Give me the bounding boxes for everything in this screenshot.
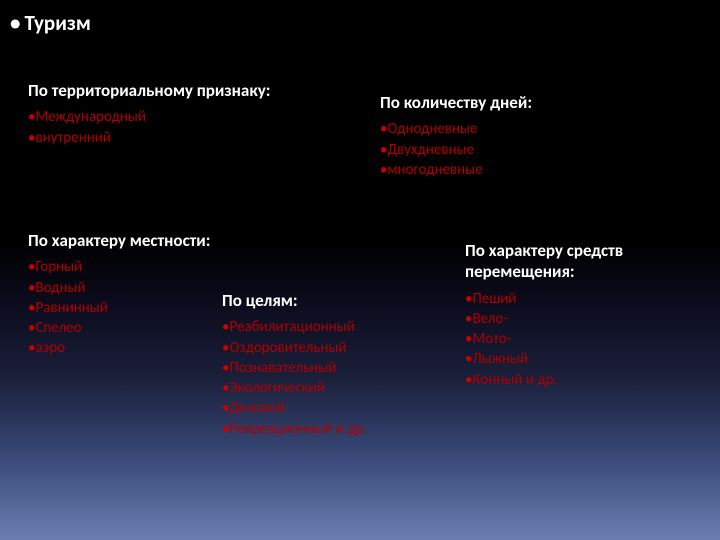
- list-item: •Познавательный: [222, 358, 442, 378]
- list-item: •Экологический: [222, 378, 442, 398]
- item-text: Спелео: [35, 319, 81, 337]
- heading-days: По количеству дней:: [380, 92, 630, 113]
- item-text: Реабилитационный: [229, 318, 354, 336]
- item-text: Деловой: [229, 399, 285, 417]
- list-item: •Вело-: [465, 309, 705, 329]
- list-item: •Конный и др.: [465, 370, 705, 390]
- list-item: •Спелео: [28, 318, 218, 338]
- items-transport: •Пеший•Вело-•Мото-•Лыжный•Конный и др.: [465, 289, 705, 390]
- items-days: •Однодневные•Двухдневные•многодневные: [380, 119, 630, 180]
- item-text: Познавательный: [229, 359, 336, 377]
- item-text: аэро: [35, 339, 65, 357]
- item-text: Оздоровительный: [229, 339, 346, 357]
- bullet-icon: •: [10, 10, 20, 36]
- item-text: Мото-: [472, 330, 511, 348]
- list-item: •аэро: [28, 338, 218, 358]
- block-transport: По характеру средств перемещения: •Пеший…: [465, 240, 705, 390]
- list-item: •Оздоровительный: [222, 338, 442, 358]
- items-purpose: •Реабилитационный•Оздоровительный•Познав…: [222, 317, 442, 439]
- list-item: •Реабилитационный: [222, 317, 442, 337]
- list-item: •Пеший: [465, 289, 705, 309]
- block-days: По количеству дней: •Однодневные•Двухдне…: [380, 92, 630, 180]
- item-text: Вело-: [472, 310, 508, 328]
- list-item: •Однодневные: [380, 119, 630, 139]
- list-item: •Двухдневные: [380, 140, 630, 160]
- item-text: Однодневные: [387, 120, 477, 138]
- item-text: Пеший: [472, 290, 516, 308]
- list-item: •Мото-: [465, 329, 705, 349]
- item-text: Равнинный: [35, 299, 107, 317]
- item-text: многодневные: [387, 161, 482, 179]
- item-text: Международный: [35, 108, 146, 126]
- block-terrain: По характеру местности: •Горный•Водный•Р…: [28, 230, 218, 359]
- heading-terrain: По характеру местности:: [28, 230, 218, 251]
- heading-transport: По характеру средств перемещения:: [465, 240, 705, 283]
- list-item: •Деловой: [222, 398, 442, 418]
- list-item: •Горный: [28, 257, 218, 277]
- item-text: Конный и др.: [472, 371, 557, 389]
- item-text: Двухдневные: [387, 141, 474, 159]
- block-territory: По территориальному признаку: •Междунаро…: [28, 80, 278, 148]
- heading-purpose: По целям:: [222, 290, 442, 311]
- items-terrain: •Горный•Водный•Равнинный•Спелео•аэро: [28, 257, 218, 358]
- slide-title: •Туризм: [10, 10, 91, 36]
- list-item: •Равнинный: [28, 298, 218, 318]
- list-item: •Рекреационный и др.: [222, 419, 442, 439]
- item-text: Экологический: [229, 379, 324, 397]
- list-item: •Лыжный: [465, 349, 705, 369]
- item-text: Рекреационный и др.: [229, 420, 367, 438]
- item-text: Горный: [35, 258, 82, 276]
- list-item: •внутренний: [28, 128, 278, 148]
- block-purpose: По целям: •Реабилитационный•Оздоровитель…: [222, 290, 442, 439]
- item-text: внутренний: [35, 129, 110, 147]
- item-text: Лыжный: [472, 350, 528, 368]
- items-territory: •Международный•внутренний: [28, 107, 278, 148]
- list-item: •Международный: [28, 107, 278, 127]
- heading-territory: По территориальному признаку:: [28, 80, 278, 101]
- item-text: Водный: [35, 279, 85, 297]
- list-item: •многодневные: [380, 160, 630, 180]
- title-text: Туризм: [24, 10, 90, 36]
- list-item: •Водный: [28, 278, 218, 298]
